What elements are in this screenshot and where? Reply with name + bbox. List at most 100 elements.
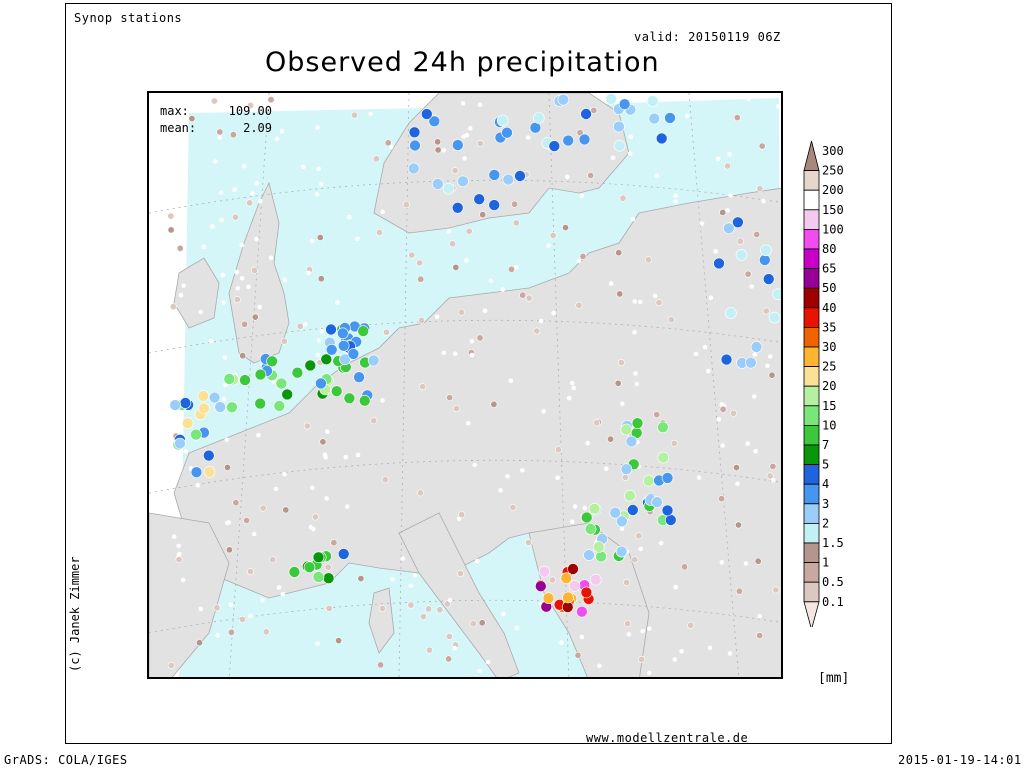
- station-marker: [274, 136, 280, 142]
- station-marker: [418, 316, 426, 324]
- station-marker: [220, 272, 226, 278]
- station-marker: [377, 661, 385, 669]
- station-marker: [770, 477, 776, 483]
- station-marker: [758, 142, 766, 150]
- station-marker: [288, 566, 301, 578]
- station-marker: [670, 439, 678, 447]
- legend-swatch: [803, 248, 820, 270]
- station-marker: [257, 199, 263, 204]
- precipitation-map: [147, 91, 783, 679]
- station-marker: [569, 519, 575, 525]
- legend-label: 0.5: [822, 575, 844, 589]
- station-marker: [203, 466, 216, 478]
- station-marker: [174, 437, 186, 450]
- station-marker: [557, 93, 570, 106]
- station-marker: [715, 156, 721, 162]
- station-marker: [345, 504, 350, 509]
- station-marker: [465, 227, 473, 235]
- station-marker: [569, 380, 575, 386]
- legend-label: 10: [822, 418, 836, 432]
- station-marker: [434, 138, 442, 146]
- station-marker: [301, 164, 306, 170]
- station-marker: [657, 451, 670, 464]
- station-marker: [597, 663, 602, 669]
- station-marker: [571, 385, 576, 391]
- station-marker: [311, 513, 319, 521]
- station-marker: [719, 405, 727, 413]
- station-marker: [210, 97, 218, 105]
- station-marker: [525, 135, 531, 140]
- station-marker: [316, 166, 321, 172]
- station-marker: [315, 377, 327, 390]
- map-canvas: [149, 93, 781, 677]
- station-marker: [616, 290, 624, 298]
- station-marker: [452, 405, 460, 413]
- station-marker: [358, 394, 371, 407]
- station-marker: [619, 194, 627, 202]
- station-marker: [658, 540, 664, 546]
- map-statistics: max: 109.00 mean: 2.09: [160, 103, 272, 137]
- station-marker: [592, 541, 605, 553]
- station-marker: [627, 151, 633, 156]
- station-marker: [419, 383, 427, 391]
- station-marker: [654, 173, 660, 179]
- station-marker: [222, 355, 228, 360]
- station-marker: [390, 577, 395, 582]
- station-marker: [533, 327, 541, 335]
- legend-label: 80: [822, 242, 836, 256]
- station-marker: [655, 132, 668, 145]
- station-marker: [619, 526, 625, 532]
- station-marker: [564, 174, 570, 180]
- station-marker: [644, 256, 652, 264]
- color-legend: 300 250 200 150 100 80 65 50 40 35 30 25 20 15 10 7 5 4 3 2…: [803, 140, 844, 627]
- station-marker: [381, 476, 389, 484]
- station-marker: [501, 126, 513, 139]
- station-marker: [477, 668, 483, 674]
- station-marker: [198, 606, 204, 612]
- station-marker: [607, 435, 615, 443]
- station-marker: [562, 591, 574, 604]
- station-marker: [176, 543, 182, 549]
- grads-credit: GrADS: COLA/IGES: [4, 753, 128, 767]
- station-marker: [282, 277, 288, 283]
- station-marker: [182, 219, 188, 224]
- legend-swatch: [803, 385, 820, 407]
- station-marker: [734, 521, 742, 529]
- station-marker: [620, 423, 633, 436]
- station-marker: [628, 134, 634, 140]
- station-marker: [217, 135, 222, 141]
- station-marker: [335, 300, 340, 305]
- render-timestamp: 2015-01-19-14:01: [898, 753, 1022, 767]
- station-marker: [380, 209, 385, 214]
- station-marker: [576, 605, 588, 618]
- station-marker: [339, 353, 351, 366]
- station-marker: [167, 226, 175, 234]
- station-marker: [761, 198, 766, 204]
- station-marker: [167, 661, 175, 669]
- station-marker: [330, 385, 343, 398]
- station-marker: [603, 466, 609, 472]
- station-marker: [477, 102, 483, 107]
- station-marker: [230, 104, 235, 110]
- station-marker: [615, 249, 623, 257]
- station-marker: [684, 113, 690, 119]
- station-marker: [616, 515, 628, 528]
- station-marker: [241, 320, 249, 328]
- station-marker: [291, 366, 304, 379]
- station-marker: [542, 592, 555, 605]
- station-marker: [614, 379, 622, 387]
- station-marker: [275, 377, 288, 390]
- station-marker: [460, 101, 466, 106]
- station-marker: [239, 242, 244, 248]
- station-marker: [308, 524, 314, 530]
- station-marker: [251, 266, 259, 274]
- station-marker: [525, 294, 533, 302]
- station-marker: [376, 228, 384, 236]
- station-marker: [408, 583, 414, 589]
- legend-label: 2: [822, 516, 829, 530]
- source-label: Synop stations: [74, 11, 183, 25]
- station-marker: [316, 338, 322, 343]
- station-marker: [546, 243, 552, 248]
- station-marker: [472, 462, 478, 468]
- station-marker: [642, 474, 655, 487]
